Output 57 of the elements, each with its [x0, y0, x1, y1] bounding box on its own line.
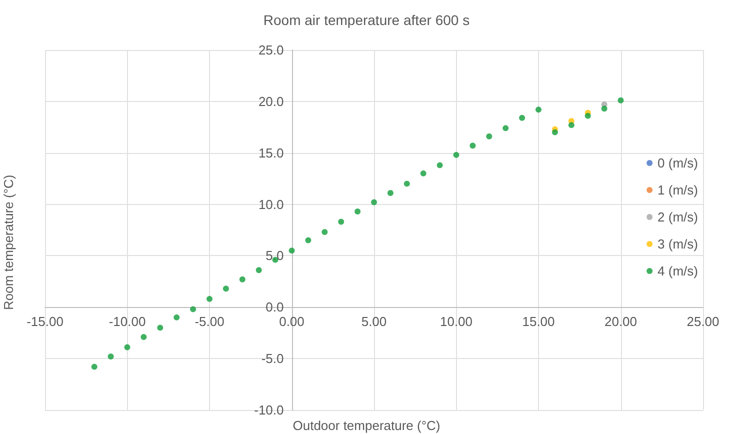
point: [486, 133, 492, 140]
legend-label: 0 (m/s): [658, 156, 698, 170]
point: [157, 324, 164, 331]
x-tick-label: 25.00: [686, 314, 720, 330]
x-tick-label: -10.00: [108, 314, 146, 330]
point: [502, 125, 509, 132]
y-tick-label: 20.0: [258, 94, 284, 109]
point: [108, 354, 114, 360]
point: [91, 364, 98, 370]
point: [124, 344, 130, 350]
point: [387, 190, 394, 196]
y-tick-label: 10.0: [258, 196, 284, 212]
point: [552, 129, 558, 136]
point: [601, 106, 608, 112]
point: [338, 218, 344, 225]
y-tick-label: -5.0: [261, 351, 284, 366]
point: [305, 237, 312, 244]
legend-label: 2 (m/s): [658, 210, 698, 224]
y-tick-label: 15.0: [258, 145, 284, 160]
point: [453, 152, 460, 158]
point: [536, 106, 542, 113]
point: [222, 286, 229, 292]
x-tick-label: 20.00: [604, 314, 638, 330]
point: [239, 276, 246, 282]
legend-label: 4 (m/s): [658, 264, 698, 278]
x-tick-label: -15.00: [26, 314, 64, 330]
x-axis-title: Outdoor temperature (°C): [292, 418, 440, 433]
point: [140, 334, 147, 340]
point: [174, 314, 180, 320]
point: [470, 142, 476, 149]
point: [568, 122, 574, 128]
point: [288, 248, 295, 254]
point: [371, 199, 377, 206]
point: [354, 208, 361, 214]
legend-label: 1 (m/s): [658, 182, 698, 198]
x-tick-label: -5.00: [194, 314, 224, 330]
legend-label: 3 (m/s): [658, 236, 698, 252]
x-tick-label: 5.00: [361, 314, 387, 330]
y-tick-label: 25.0: [258, 42, 284, 58]
point: [519, 114, 526, 121]
point: [584, 112, 591, 119]
x-tick-label: 10.00: [440, 314, 473, 330]
point: [256, 267, 262, 274]
point: [206, 296, 212, 302]
y-tick-label: 0.0: [266, 300, 284, 315]
y-tick-label: 5.0: [266, 248, 284, 264]
x-tick-label: 15.00: [522, 314, 555, 330]
point: [618, 97, 624, 104]
point: [436, 162, 443, 168]
point: [420, 170, 426, 176]
x-tick-label: 0.00: [279, 314, 304, 330]
point: [190, 306, 196, 312]
y-axis-title: Room temperature (°C): [1, 174, 16, 310]
chart-title: Room air temperature after 600 s: [263, 12, 470, 28]
y-tick-label: -10.0: [254, 402, 284, 418]
point: [404, 180, 410, 187]
point: [322, 229, 328, 236]
